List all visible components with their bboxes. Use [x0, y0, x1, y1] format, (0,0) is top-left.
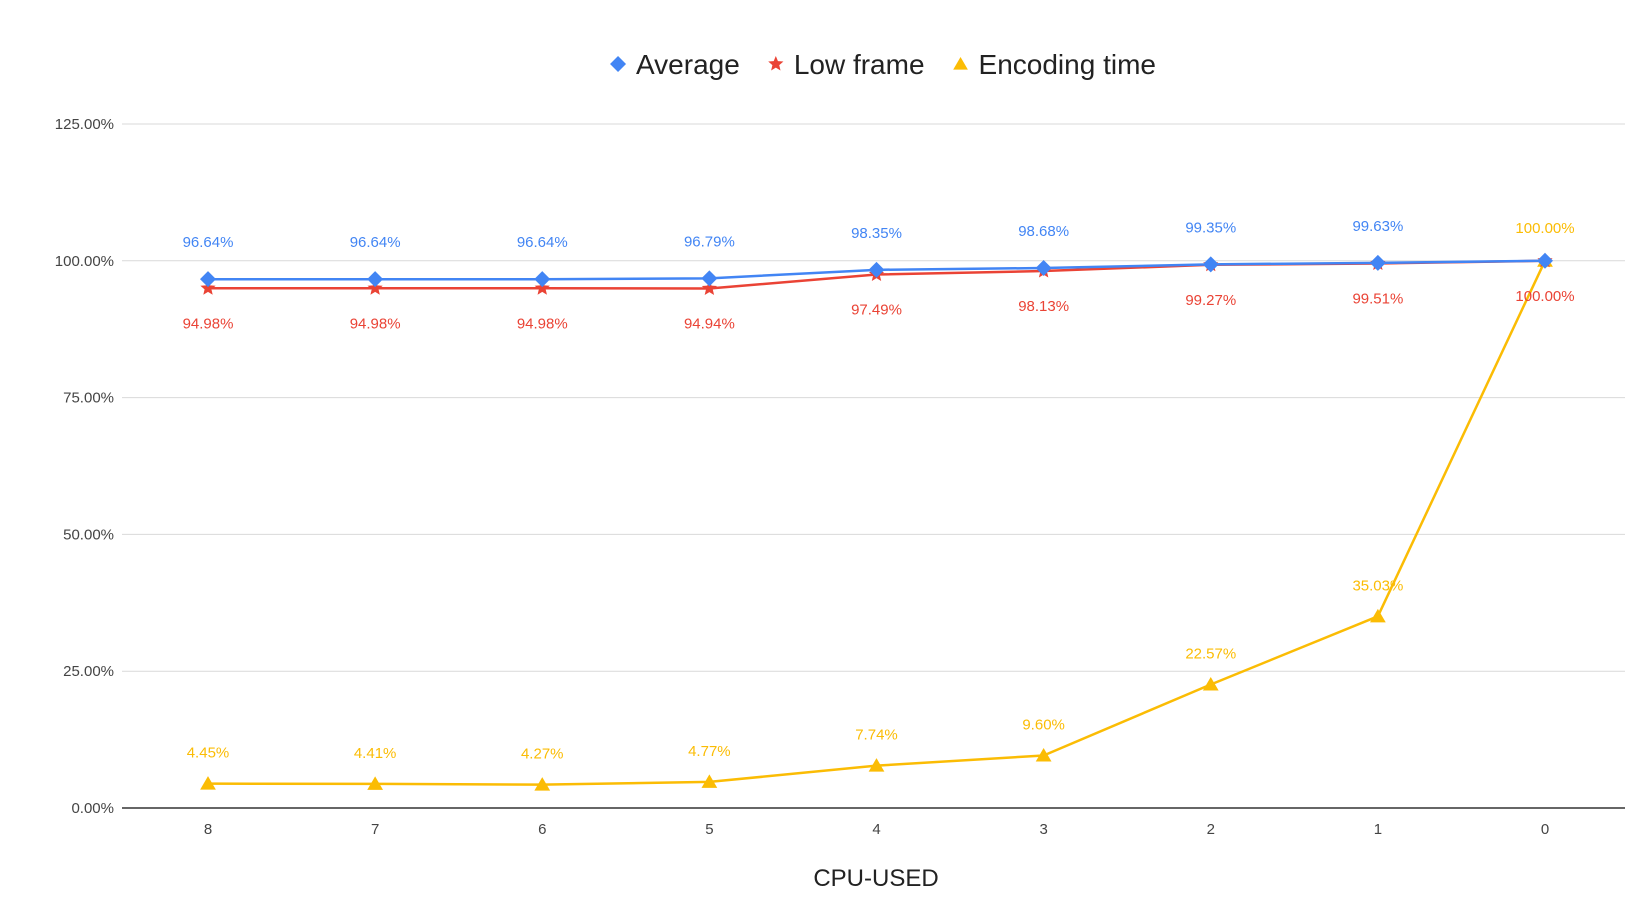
legend-item-encoding-time: Encoding time [953, 49, 1156, 80]
data-point-marker [868, 758, 885, 772]
data-label: 96.79% [684, 233, 735, 250]
y-tick-label: 125.00% [55, 116, 114, 133]
y-tick-label: 75.00% [63, 390, 114, 407]
data-point-marker [200, 776, 216, 790]
legend-marker [953, 57, 968, 70]
data-point-marker [1035, 747, 1052, 762]
data-point-marker [534, 280, 550, 295]
data-label: 35.03% [1352, 577, 1403, 594]
data-label: 96.64% [183, 234, 234, 251]
data-label: 94.98% [350, 315, 401, 332]
data-label: 99.63% [1352, 218, 1403, 235]
data-label: 97.49% [851, 302, 902, 319]
data-point-marker [367, 271, 384, 288]
data-label: 99.51% [1352, 290, 1403, 307]
y-tick-label: 0.00% [71, 800, 114, 817]
legend-item-average: Average [610, 49, 740, 80]
data-point-marker [534, 271, 551, 288]
data-point-marker [367, 280, 383, 295]
data-label: 99.27% [1185, 292, 1236, 309]
data-point-marker [1202, 676, 1219, 691]
data-point-marker [534, 777, 551, 791]
y-tick-label: 25.00% [63, 663, 114, 680]
x-axis-title: CPU-USED [813, 865, 938, 892]
data-label: 9.60% [1022, 716, 1065, 733]
data-point-marker [200, 271, 216, 288]
x-tick-label: 8 [204, 821, 212, 838]
y-axis: 0.00% 25.00% 50.00% 75.00% 100.00% 125.00% [55, 116, 114, 817]
chart-legend: Average Low frame Encoding time [610, 49, 1156, 80]
data-label: 4.41% [354, 745, 397, 762]
data-label: 98.13% [1018, 298, 1069, 315]
x-tick-label: 5 [705, 821, 713, 838]
data-point-marker [868, 261, 885, 278]
series-encoding-time [200, 253, 1553, 791]
data-label: 94.94% [684, 315, 735, 332]
legend-label: Low frame [794, 49, 925, 80]
data-point-marker [1537, 252, 1553, 269]
x-axis: 8 7 6 5 4 3 2 1 0 [204, 821, 1549, 838]
data-point-marker [701, 270, 718, 287]
x-tick-label: 0 [1541, 821, 1549, 838]
data-label: 4.27% [521, 746, 564, 763]
data-point-marker [367, 776, 383, 790]
legend-marker [768, 56, 784, 71]
legend-marker [610, 56, 627, 72]
data-label: 94.98% [517, 315, 568, 332]
data-label: 98.68% [1018, 223, 1069, 240]
legend-label: Encoding time [979, 49, 1156, 80]
data-label: 4.77% [688, 743, 731, 760]
data-label: 7.74% [855, 727, 898, 744]
data-point-marker [701, 774, 718, 788]
data-label: 98.35% [851, 225, 902, 242]
data-labels: 96.64% 96.64% 96.64% 96.79% 98.35% 98.68% 99.3… [183, 218, 1575, 763]
x-tick-label: 7 [371, 821, 379, 838]
x-tick-label: 4 [872, 821, 880, 838]
series-average [200, 252, 1553, 288]
x-tick-label: 6 [538, 821, 546, 838]
legend-label: Average [636, 49, 740, 80]
data-label: 4.45% [187, 745, 230, 762]
data-label: 22.57% [1185, 645, 1236, 662]
data-point-marker [1035, 260, 1052, 277]
data-label: 100.00% [1515, 288, 1574, 305]
data-label: 96.64% [517, 234, 568, 251]
data-point-marker [701, 280, 717, 295]
data-point-marker [200, 280, 216, 295]
data-label: 96.64% [350, 234, 401, 251]
data-label: 99.35% [1185, 219, 1236, 236]
data-label: 94.98% [183, 315, 234, 332]
y-tick-label: 100.00% [55, 253, 114, 270]
series-layer [200, 252, 1553, 791]
data-label: 100.00% [1515, 220, 1574, 237]
x-tick-label: 1 [1374, 821, 1382, 838]
data-point-marker [1202, 256, 1219, 273]
y-tick-label: 50.00% [63, 526, 114, 543]
data-point-marker [1370, 608, 1386, 623]
series-line [207, 260, 1547, 786]
data-point-marker [1369, 254, 1386, 271]
legend-item-low-frame: Low frame [768, 49, 925, 80]
x-tick-label: 2 [1207, 821, 1215, 838]
x-tick-label: 3 [1039, 821, 1047, 838]
